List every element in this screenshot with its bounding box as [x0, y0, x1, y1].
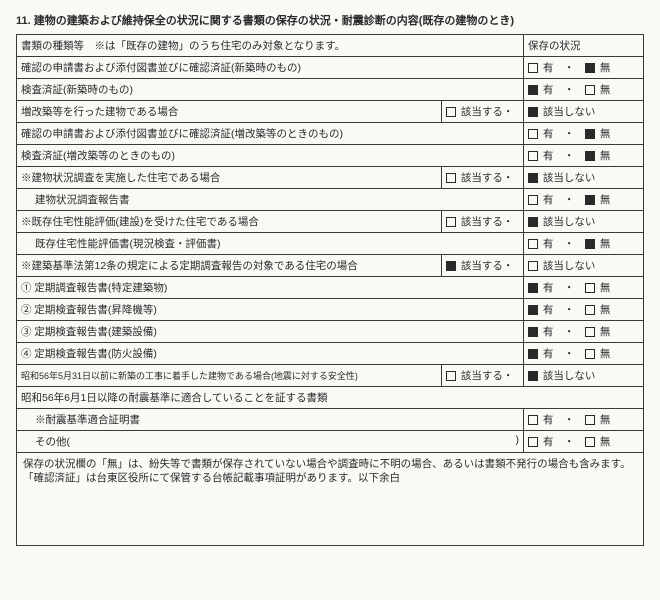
status-cell: 有 ・ 無 [524, 123, 644, 145]
checkbox [446, 217, 456, 227]
row-label: 確認の申請書および添付図書並びに確認済証(増改築等のときのもの) [17, 123, 524, 145]
notapply-cell: 該当しない [524, 255, 644, 277]
row-label: ② 定期検査報告書(昇降機等) [17, 299, 524, 321]
checkbox [528, 129, 538, 139]
status-cell: 有 ・ 無 [524, 321, 644, 343]
checkbox [528, 151, 538, 161]
section-title: 11. 建物の建築および維持保全の状況に関する書類の保存の状況・耐震診断の内容(… [16, 12, 644, 28]
checkbox [585, 283, 595, 293]
row-label: 確認の申請書および添付図書並びに確認済証(新築時のもの) [17, 57, 524, 79]
status-cell: 有 ・ 無 [524, 431, 644, 453]
row-label: ③ 定期検査報告書(建築設備) [17, 321, 524, 343]
checkbox [528, 283, 538, 293]
checkbox [528, 173, 538, 183]
checkbox [528, 415, 538, 425]
status-cell: 有 ・ 無 [524, 57, 644, 79]
checkbox [585, 415, 595, 425]
checkbox [528, 239, 538, 249]
status-cell: 有 ・ 無 [524, 409, 644, 431]
checkbox [585, 195, 595, 205]
apply-cell: 該当する・ [442, 167, 524, 189]
apply-cell: 該当する・ [442, 101, 524, 123]
documents-table: 書類の種類等 ※は「既存の建物」のうち住宅のみ対象となります。保存の状況確認の申… [16, 34, 644, 453]
checkbox [585, 327, 595, 337]
status-cell: 有 ・ 無 [524, 233, 644, 255]
status-cell: 有 ・ 無 [524, 79, 644, 101]
row-label: その他() [17, 431, 524, 453]
status-cell: 有 ・ 無 [524, 189, 644, 211]
checkbox [585, 129, 595, 139]
status-cell: 有 ・ 無 [524, 299, 644, 321]
row-label: 建物状況調査報告書 [17, 189, 524, 211]
checkbox [528, 327, 538, 337]
footnote: 保存の状況欄の「無」は、紛失等で書類が保存されていない場合や調査時に不明の場合、… [16, 453, 644, 546]
checkbox [585, 349, 595, 359]
header-left: 書類の種類等 ※は「既存の建物」のうち住宅のみ対象となります。 [17, 35, 524, 57]
checkbox [528, 63, 538, 73]
checkbox [528, 85, 538, 95]
apply-cell: 該当する・ [442, 365, 524, 387]
notapply-cell: 該当しない [524, 167, 644, 189]
row-label: ※建物状況調査を実施した住宅である場合 [17, 167, 442, 189]
row-label: ※既存住宅性能評価(建設)を受けた住宅である場合 [17, 211, 442, 233]
notapply-cell: 該当しない [524, 365, 644, 387]
row-label: 既存住宅性能評価書(現況検査・評価書) [17, 233, 524, 255]
checkbox [446, 261, 456, 271]
checkbox [528, 217, 538, 227]
checkbox [446, 371, 456, 381]
row-label: 検査済証(増改築等のときのもの) [17, 145, 524, 167]
checkbox [528, 305, 538, 315]
row-label: 検査済証(新築時のもの) [17, 79, 524, 101]
checkbox [585, 239, 595, 249]
checkbox [446, 107, 456, 117]
checkbox [585, 63, 595, 73]
status-cell: 有 ・ 無 [524, 277, 644, 299]
apply-cell: 該当する・ [442, 211, 524, 233]
status-cell: 有 ・ 無 [524, 145, 644, 167]
checkbox [528, 437, 538, 447]
checkbox [446, 173, 456, 183]
apply-cell: 該当する・ [442, 255, 524, 277]
notapply-cell: 該当しない [524, 101, 644, 123]
checkbox [528, 195, 538, 205]
row-label: ① 定期調査報告書(特定建築物) [17, 277, 524, 299]
row-label: 増改築等を行った建物である場合 [17, 101, 442, 123]
checkbox [585, 85, 595, 95]
row-heading: 昭和56年6月1日以降の耐震基準に適合していることを証する書類 [17, 387, 644, 409]
checkbox [528, 107, 538, 117]
checkbox [528, 261, 538, 271]
checkbox [528, 349, 538, 359]
checkbox [585, 151, 595, 161]
row-label: ※建築基準法第12条の規定による定期調査報告の対象である住宅の場合 [17, 255, 442, 277]
row-label: 昭和56年5月31日以前に新築の工事に着手した建物である場合(地震に対する安全性… [17, 365, 442, 387]
checkbox [528, 371, 538, 381]
notapply-cell: 該当しない [524, 211, 644, 233]
row-label: ④ 定期検査報告書(防火設備) [17, 343, 524, 365]
checkbox [585, 305, 595, 315]
header-right: 保存の状況 [524, 35, 644, 57]
status-cell: 有 ・ 無 [524, 343, 644, 365]
row-label: ※耐震基準適合証明書 [17, 409, 524, 431]
checkbox [585, 437, 595, 447]
